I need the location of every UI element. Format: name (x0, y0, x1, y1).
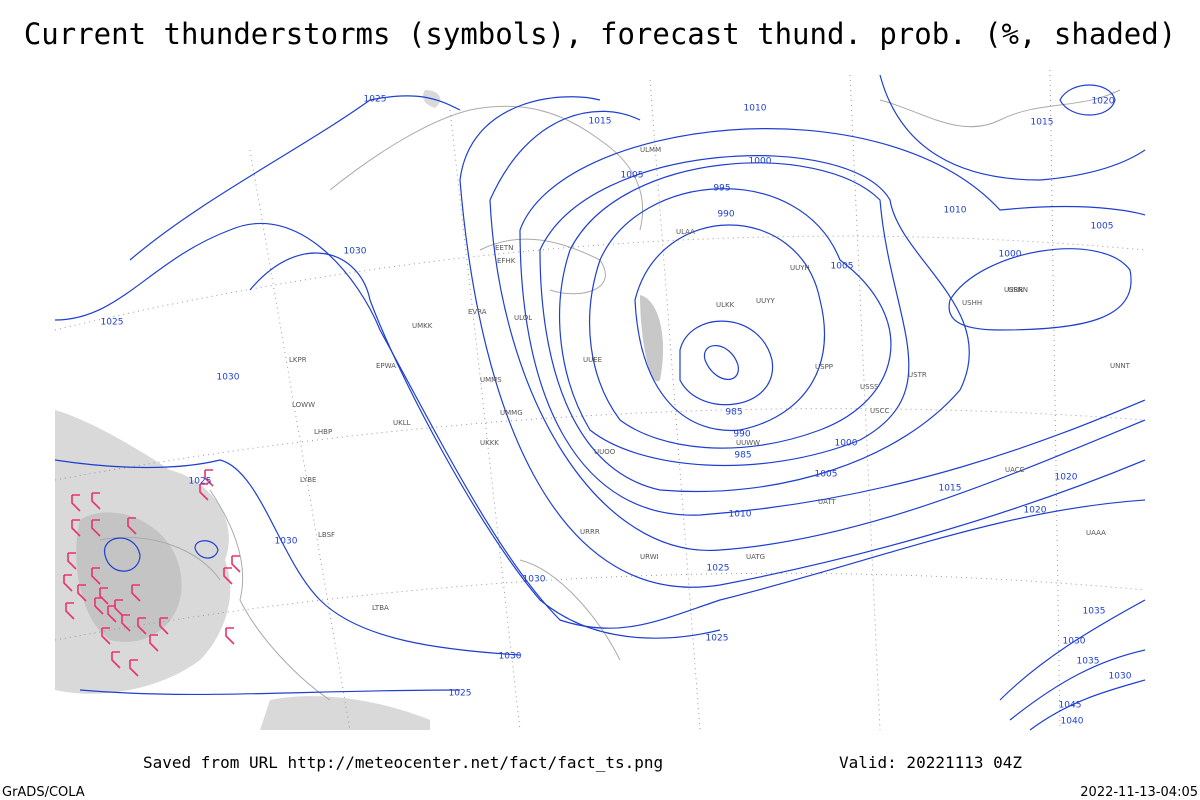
isobar-label: 1005 (621, 171, 644, 181)
source-url: Saved from URL http://meteocenter.net/fa… (143, 753, 663, 772)
station: LYBE (300, 476, 316, 484)
station: USRR (1004, 286, 1023, 294)
station: ULAA (676, 228, 695, 236)
station: UAAA (1086, 529, 1106, 537)
isobar-label: 1010 (729, 510, 752, 520)
isobar-label: 1010 (944, 206, 967, 216)
isobar-label: 1015 (1031, 118, 1054, 128)
station: UKLL (393, 419, 411, 427)
isobar-label: 995 (713, 184, 730, 194)
isobar-label: 1030 (499, 652, 522, 662)
isobar-label: 1025 (706, 634, 729, 644)
station: USPP (815, 363, 833, 371)
isobar-label: 1030 (344, 247, 367, 257)
isobar-label: 1020 (1055, 473, 1078, 483)
isobar-label: 1020 (1092, 97, 1115, 107)
station: USTR (908, 371, 927, 379)
station: EETN (495, 244, 513, 252)
isobar-label: 1020 (1024, 506, 1047, 516)
isobar-label: 1015 (589, 117, 612, 127)
isobar-label: 1025 (707, 564, 730, 574)
station: EPWA (376, 362, 396, 370)
isobar-label: 1030 (1063, 637, 1086, 647)
station: LOWW (292, 401, 315, 409)
station: UNNT (1110, 362, 1131, 370)
isobar-label: 1025 (449, 689, 472, 699)
isobar-label: 1000 (999, 250, 1022, 260)
isobar-label: 985 (734, 451, 751, 461)
isobar-label: 1025 (364, 95, 387, 105)
station: UUYY (756, 297, 776, 305)
isobar-label: 990 (717, 210, 734, 220)
isobar-labels: 1025 1015 1010 1005 1000 995 990 1010 10… (101, 95, 1132, 727)
station: URWI (640, 553, 659, 561)
station: LTBA (372, 604, 389, 612)
station: EFHK (497, 257, 516, 265)
station: UKKK (480, 439, 499, 447)
stations: ULMM ULAA ULKK UUYY EFHK EETN EVRA ULOL … (289, 146, 1131, 612)
station: USCC (870, 407, 889, 415)
station: USNN (1008, 286, 1028, 294)
isobar-label: 1035 (1083, 607, 1106, 617)
isobar-label: 1015 (939, 484, 962, 494)
station: ULKK (716, 301, 735, 309)
station: UUWW (736, 439, 760, 447)
station: USSS (860, 383, 879, 391)
station: ULMM (640, 146, 661, 154)
thunderstorm-symbols (63, 469, 241, 677)
isobar-label: 1025 (101, 318, 124, 328)
station: LBSF (318, 531, 335, 539)
station: ULOL (514, 314, 532, 322)
isobar-label: 1000 (749, 157, 772, 167)
isobar-label: 1005 (815, 470, 838, 480)
station: UMMG (500, 409, 523, 417)
isobar-label: 1030 (275, 537, 298, 547)
isobar-label: 1005 (1091, 222, 1114, 232)
isobar-label: 1030 (523, 575, 546, 585)
station: USHH (962, 299, 982, 307)
station: UATG (746, 553, 765, 561)
shading (55, 90, 664, 730)
isobar-label: 1000 (835, 439, 858, 449)
station: UMKK (412, 322, 433, 330)
isobar-label: 1010 (744, 104, 767, 114)
station: EVRA (468, 308, 487, 316)
isobar-label: 1030 (1109, 672, 1132, 682)
isobar-label: 990 (733, 430, 750, 440)
station: UATT (818, 498, 837, 506)
software: GrADS/COLA (2, 785, 85, 800)
station: UACC (1005, 466, 1025, 474)
station: UUOO (594, 448, 616, 456)
isobar-label: 1035 (1077, 657, 1100, 667)
isobars (54, 74, 1146, 731)
station: LHBP (314, 428, 332, 436)
station: UUYH (790, 264, 810, 272)
isobar-label: 1045 (1059, 701, 1082, 711)
isobar-label: 1025 (189, 477, 212, 487)
timestamp: 2022-11-13-04:05 (1080, 785, 1198, 800)
station: UMMS (480, 376, 502, 384)
isobar-label: 1005 (831, 262, 854, 272)
map: 1025 1015 1010 1005 1000 995 990 1010 10… (54, 69, 1146, 731)
station: UUEE (583, 356, 602, 364)
isobar-label: 1030 (217, 373, 240, 383)
station: URRR (580, 528, 600, 536)
isobar-label: 985 (725, 408, 742, 418)
isobar-label: 1040 (1061, 717, 1084, 727)
valid-time: Valid: 20221113 04Z (839, 753, 1022, 772)
graticule (54, 69, 1146, 731)
title: Current thunderstorms (symbols), forecas… (24, 17, 1176, 51)
station: LKPR (289, 356, 307, 364)
